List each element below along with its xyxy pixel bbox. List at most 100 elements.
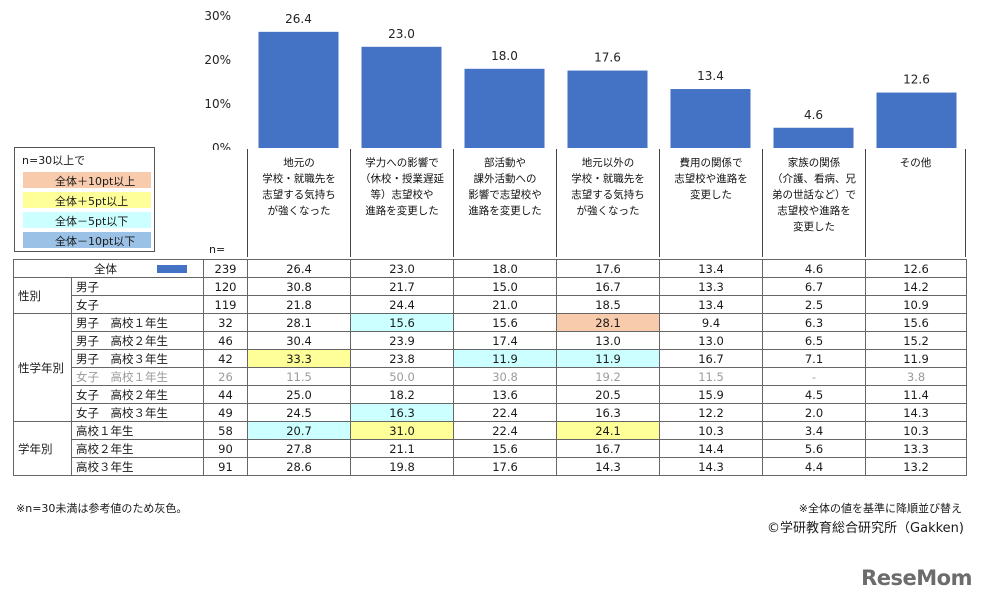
value-cell: 3.8 [865,367,967,386]
value-cell: 13.0 [659,331,763,350]
value-cell: 15.2 [865,331,967,350]
n-cell: 90 [203,439,248,458]
y-tick-label: 10% [204,97,231,111]
value-cell: 5.6 [762,439,866,458]
category-header: 学力への影響で （休校・授業遅延 等）志望校や 進路を変更した [350,149,453,257]
resemom-logo: ReseMom [861,566,972,590]
value-cell: 9.4 [659,313,763,332]
value-cell: 6.7 [762,277,866,296]
n-cell: 44 [203,385,248,404]
row-label: 女子 高校２年生 [71,385,204,404]
table-row: 女子 高校２年生 44 25.0 18.2 13.6 20.5 15.9 4.5 11.4 [14,385,967,404]
legend-item-dn10: 全体－10pt以下 [23,232,151,248]
bar [773,127,854,148]
value-cell: 24.1 [556,421,660,440]
legend-swatch-up5 [23,192,151,208]
note-gray: ※n=30未満は参考値のため灰色。 [16,502,188,515]
value-cell: 22.4 [453,421,557,440]
y-tick-label: 20% [204,53,231,67]
value-cell: 3.4 [762,421,866,440]
table-row: 全体 239 26.4 23.0 18.0 17.6 13.4 4.6 12.6 [13,259,967,278]
value-cell: 10.9 [865,295,967,314]
value-cell: 11.5 [247,367,351,386]
value-cell: 10.3 [865,421,967,440]
value-cell: 4.5 [762,385,866,404]
category-header: その他 [865,149,966,257]
bar-value-label: 4.6 [804,108,823,122]
category-header: 地元の 学校・就職先を 志望する気持ち が強くなった [247,149,350,257]
row-label: 女子 高校３年生 [71,403,204,422]
legend-item-up5: 全体＋5pt以上 [23,192,151,208]
value-cell: 13.4 [659,295,763,314]
n-cell: 58 [203,421,248,440]
value-cell: 33.3 [247,349,351,368]
value-cell: 18.0 [453,259,557,278]
value-cell: 30.8 [247,277,351,296]
value-cell: 23.9 [350,331,454,350]
value-cell: 22.4 [453,403,557,422]
value-cell: 13.3 [865,439,967,458]
row-label: 全体 [13,259,204,278]
value-cell: 15.0 [453,277,557,296]
legend: n=30以上で 全体＋10pt以上 全体＋5pt以上 全体－5pt以下 全体－1… [14,147,155,252]
value-cell: 15.9 [659,385,763,404]
row-label: 高校２年生 [71,439,204,458]
category-headers: 地元の 学校・就職先を 志望する気持ち が強くなった 学力への影響で （休校・授業… [0,149,986,259]
value-cell: 20.7 [247,421,351,440]
bar-value-label: 23.0 [388,27,415,41]
bar [361,46,442,148]
row-label: 高校３年生 [71,457,204,476]
value-cell: 11.4 [865,385,967,404]
value-cell: 16.7 [659,349,763,368]
value-cell: 14.3 [659,457,763,476]
table-row: 女子 119 21.8 24.4 21.0 18.5 13.4 2.5 10.9 [14,295,967,314]
value-cell: 11.9 [556,349,660,368]
value-cell: 27.8 [247,439,351,458]
value-cell: 30.4 [247,331,351,350]
value-cell: 16.7 [556,277,660,296]
row-label: 男子 高校１年生 [71,313,204,332]
row-label: 女子 [71,295,204,314]
value-cell: 18.5 [556,295,660,314]
table-row: 男子 高校３年生 42 33.3 23.8 11.9 11.9 16.7 7.1 11.9 [14,349,967,368]
legend-label-dn10: 全体－10pt以下 [55,235,136,248]
value-cell: 15.6 [453,439,557,458]
value-cell: 21.8 [247,295,351,314]
table-row: 性学年別 男子 高校１年生 32 28.1 15.6 15.6 28.1 9.4 6.3 15.6 [13,313,967,422]
value-cell: 18.2 [350,385,454,404]
value-cell: 11.5 [659,367,763,386]
value-cell: 17.4 [453,331,557,350]
value-cell: 23.8 [350,349,454,368]
legend-label-dn5: 全体－5pt以下 [55,215,129,228]
value-cell: 20.5 [556,385,660,404]
value-cell: 16.7 [556,439,660,458]
table-row: 高校２年生 90 27.8 21.1 15.6 16.7 14.4 5.6 13.3 [14,439,967,458]
value-cell: 24.4 [350,295,454,314]
value-cell: 30.8 [453,367,557,386]
value-cell: 13.4 [659,259,763,278]
value-cell: 50.0 [350,367,454,386]
row-label: 高校１年生 [71,421,204,440]
category-header: 費用の関係で 志望校や進路を 変更した [659,149,762,257]
value-cell: 14.3 [556,457,660,476]
value-cell: 21.7 [350,277,454,296]
value-cell: 24.5 [247,403,351,422]
bar-value-label: 18.0 [491,49,518,63]
value-cell: 13.3 [659,277,763,296]
table-row: 女子 高校３年生 49 24.5 16.3 22.4 16.3 12.2 2.0 14.3 [14,403,967,422]
bar-value-label: 17.6 [594,51,621,65]
bar [876,92,957,148]
value-cell: 13.0 [556,331,660,350]
value-cell: 15.6 [350,313,454,332]
category-header: 部活動や 課外活動への 影響で志望校や 進路を変更した [453,149,556,257]
n-cell: 239 [203,259,248,278]
legend-label-up10: 全体＋10pt以上 [55,175,136,188]
row-label: 男子 高校２年生 [71,331,204,350]
bar [567,70,648,148]
value-cell: 25.0 [247,385,351,404]
n-cell: 91 [203,457,248,476]
note-sort: ※全体の値を基準に降順並び替え [798,502,962,515]
value-cell: 12.2 [659,403,763,422]
value-cell: 14.4 [659,439,763,458]
value-cell: 4.6 [762,259,866,278]
